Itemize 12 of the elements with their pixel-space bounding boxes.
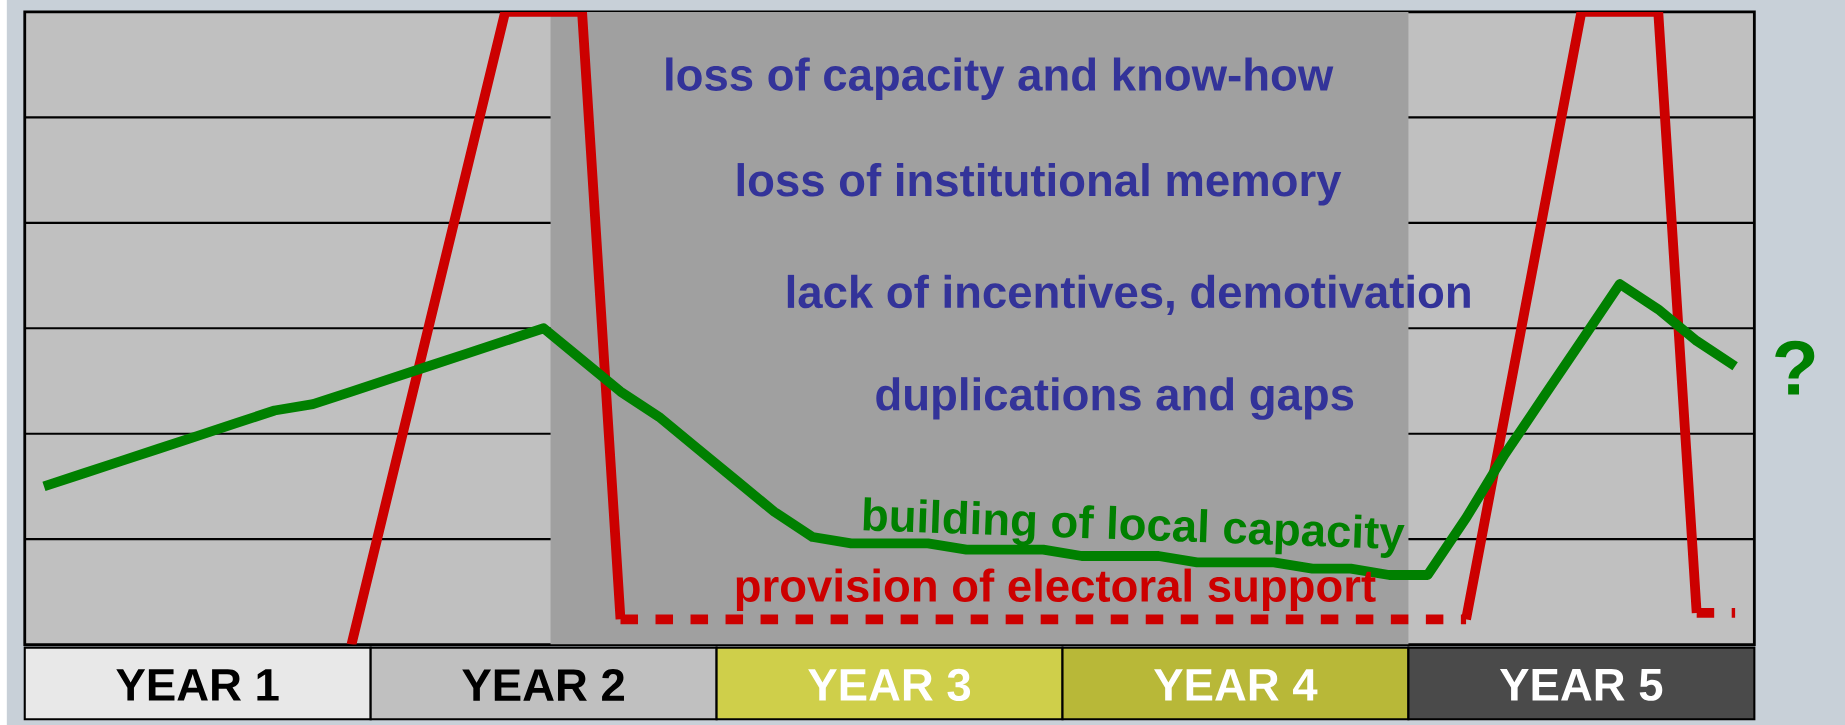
annotation: provision of electoral support xyxy=(736,568,1376,611)
annotation: duplications and gaps xyxy=(876,377,1354,420)
x-tick-label: YEAR 1 xyxy=(116,669,279,701)
annotation: lack of incentives, demotivation xyxy=(787,274,1470,315)
text: ? xyxy=(1775,340,1815,395)
x-tick-label: YEAR 4 xyxy=(1154,669,1318,701)
annotation: building of local capacity xyxy=(863,497,1405,558)
annotation: loss of capacity and know-how xyxy=(666,57,1334,100)
annotation: loss of institutional memory xyxy=(737,162,1342,206)
x-tick-label: YEAR 2 xyxy=(462,668,624,701)
x-tick-label: YEAR 5 xyxy=(1499,668,1663,701)
x-tick-label: YEAR 3 xyxy=(808,668,971,701)
